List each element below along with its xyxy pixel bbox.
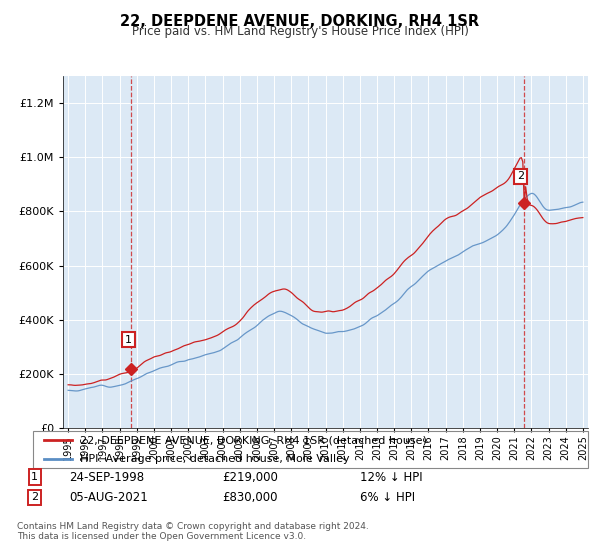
Text: 6% ↓ HPI: 6% ↓ HPI: [360, 491, 415, 504]
Text: 05-AUG-2021: 05-AUG-2021: [69, 491, 148, 504]
Text: Contains HM Land Registry data © Crown copyright and database right 2024.
This d: Contains HM Land Registry data © Crown c…: [17, 522, 368, 542]
Text: Price paid vs. HM Land Registry's House Price Index (HPI): Price paid vs. HM Land Registry's House …: [131, 25, 469, 38]
Text: 22, DEEPDENE AVENUE, DORKING, RH4 1SR: 22, DEEPDENE AVENUE, DORKING, RH4 1SR: [121, 14, 479, 29]
Text: 1: 1: [125, 334, 132, 344]
Text: 1: 1: [31, 472, 38, 482]
Text: 24-SEP-1998: 24-SEP-1998: [69, 470, 144, 484]
Text: £219,000: £219,000: [222, 470, 278, 484]
Text: HPI: Average price, detached house, Mole Valley: HPI: Average price, detached house, Mole…: [80, 454, 350, 464]
Text: 2: 2: [517, 171, 524, 181]
Text: 22, DEEPDENE AVENUE, DORKING, RH4 1SR (detached house): 22, DEEPDENE AVENUE, DORKING, RH4 1SR (d…: [80, 435, 427, 445]
Text: 12% ↓ HPI: 12% ↓ HPI: [360, 470, 422, 484]
Text: 2: 2: [31, 492, 38, 502]
Text: £830,000: £830,000: [222, 491, 277, 504]
